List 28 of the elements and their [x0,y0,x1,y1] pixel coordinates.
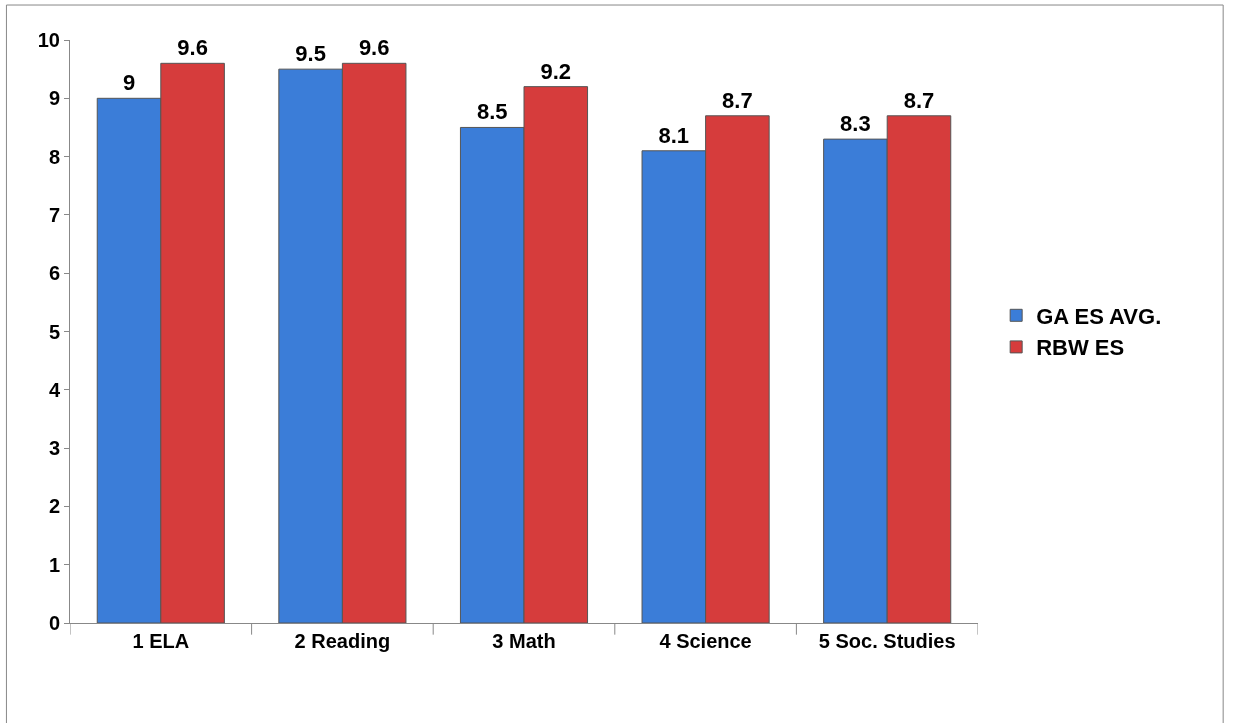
data-label: 8.1 [658,122,690,148]
x-tick-label: 1 ELA [132,630,190,652]
y-tick-label: 0 [48,612,60,634]
data-label: 8.3 [840,111,871,137]
y-tick-label: 8 [48,145,60,168]
data-label: 9.5 [295,41,326,67]
data-label: 9.6 [358,35,390,61]
y-tick-label: 7 [48,203,60,226]
x-tick-label: 5 Soc. Studies [818,630,956,652]
data-label: 9.6 [177,35,208,61]
y-tick-label: 6 [48,262,60,285]
y-tick-label: 1 [48,553,60,576]
x-tick-label: 4 Science [659,630,752,652]
y-tick-label: 10 [37,29,60,51]
legend-label: GA ES AVG. [1036,303,1162,329]
legend-label: RBW ES [1036,335,1125,361]
data-label: 8.5 [476,99,508,125]
y-tick-label: 4 [48,378,61,401]
y-tick-label: 2 [48,495,60,518]
data-label: 9 [122,70,136,96]
data-label: 8.7 [722,87,753,113]
x-tick-label: 2 Reading [294,630,391,652]
data-label: 8.7 [903,87,935,113]
y-tick-label: 9 [48,87,60,110]
data-label: 9.2 [540,58,572,84]
y-tick-label: 3 [48,437,60,460]
x-tick-label: 3 Math [492,630,556,652]
y-tick-label: 5 [48,320,60,343]
